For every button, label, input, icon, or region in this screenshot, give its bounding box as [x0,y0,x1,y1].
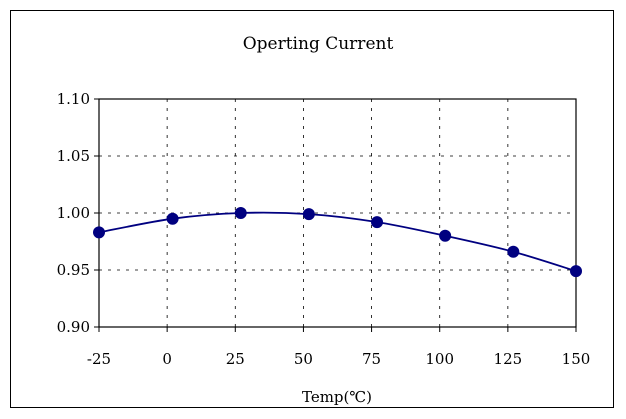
series-layer [93,207,582,278]
data-point [234,207,247,219]
x-tick-label: 75 [362,350,381,368]
y-tick-label: 0.90 [57,318,90,336]
x-tick-label: 0 [162,350,172,368]
x-tick-label: 50 [294,350,313,368]
grid-layer [99,99,576,327]
chart-title: Operting Current [243,34,394,54]
x-tick-label: 100 [425,350,454,368]
chart-frame: Operting Current 0.90 0.95 1.00 1.05 1.10 -2… [10,10,614,408]
data-point [371,216,384,229]
y-tick-label: 0.95 [57,261,90,279]
y-tick-label: 1.10 [57,90,90,108]
data-point [570,265,582,278]
chart-svg: Operting Current 0.90 0.95 1.00 1.05 1.10 -2… [57,34,591,406]
y-tick-label: 1.05 [57,147,90,165]
y-tick-label: 1.00 [57,204,90,222]
y-tick-labels: 0.90 0.95 1.00 1.05 1.10 [57,90,99,336]
data-point [93,226,105,239]
data-point [439,229,452,242]
x-tick-labels: -25 0 25 50 75 100 125 150 [87,327,590,368]
data-point [302,208,315,221]
data-point [507,245,520,258]
x-tick-label: 25 [226,350,245,368]
series-line [98,211,577,272]
x-tick-label: 150 [562,350,591,368]
x-axis-label: Temp(℃) [302,388,372,406]
x-tick-label: 125 [494,350,523,368]
data-point [166,212,179,225]
x-tick-label: -25 [87,350,111,368]
